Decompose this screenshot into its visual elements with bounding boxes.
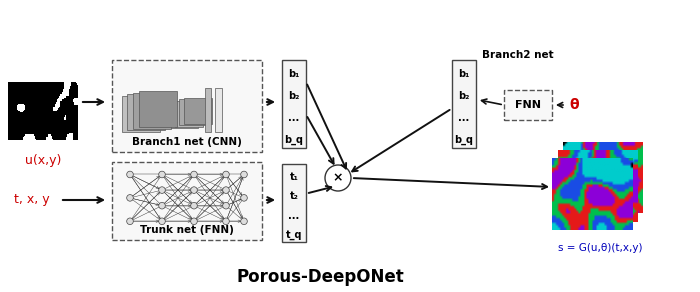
Text: Trunk net (FNN): Trunk net (FNN) (140, 225, 234, 235)
Circle shape (223, 202, 230, 209)
Bar (183, 98, 211, 124)
Text: t, x, y: t, x, y (14, 194, 50, 206)
Circle shape (190, 187, 197, 193)
Circle shape (159, 171, 165, 178)
Circle shape (241, 218, 247, 225)
Bar (205, 88, 211, 132)
Bar (504, 90, 552, 120)
Bar (170, 102, 198, 128)
Circle shape (223, 171, 230, 178)
Text: t₂: t₂ (290, 191, 298, 201)
Bar (112, 60, 262, 152)
Text: ...: ... (458, 113, 470, 123)
Text: ...: ... (288, 211, 300, 221)
Circle shape (223, 187, 230, 193)
Circle shape (190, 171, 197, 178)
Circle shape (159, 187, 165, 193)
Circle shape (325, 165, 351, 191)
Text: b₂: b₂ (288, 91, 300, 101)
Text: FNN: FNN (515, 100, 541, 110)
Bar (122, 96, 160, 132)
Bar (282, 60, 306, 148)
Circle shape (241, 194, 247, 201)
Bar (282, 164, 306, 242)
Circle shape (241, 171, 247, 178)
Circle shape (190, 218, 197, 225)
Bar (139, 91, 176, 127)
Text: b₁: b₁ (288, 69, 300, 79)
Text: b_q: b_q (284, 135, 304, 145)
Circle shape (127, 171, 133, 178)
Text: s = G(u,θ)(t,x,y): s = G(u,θ)(t,x,y) (558, 243, 643, 253)
Bar (215, 88, 221, 132)
Text: ×: × (332, 171, 343, 185)
Text: u(x,y): u(x,y) (25, 154, 61, 167)
Text: b₁: b₁ (458, 69, 470, 79)
Bar (127, 94, 165, 130)
Text: Branch2 net: Branch2 net (482, 50, 554, 60)
Text: Branch1 net (CNN): Branch1 net (CNN) (132, 137, 242, 147)
Text: t₁: t₁ (290, 172, 298, 182)
Circle shape (159, 218, 165, 225)
Text: ...: ... (288, 113, 300, 123)
Bar (179, 99, 207, 125)
Text: b_q: b_q (454, 135, 473, 145)
Circle shape (223, 218, 230, 225)
Circle shape (127, 194, 133, 201)
Text: b₂: b₂ (458, 91, 470, 101)
Circle shape (190, 202, 197, 209)
Bar (112, 162, 262, 240)
Text: Porous-DeepONet: Porous-DeepONet (236, 268, 404, 286)
Circle shape (159, 202, 165, 209)
Bar (452, 60, 476, 148)
Text: t_q: t_q (286, 230, 302, 240)
Text: θ: θ (569, 98, 579, 112)
Circle shape (127, 218, 133, 225)
Bar (174, 101, 202, 127)
Bar (133, 93, 171, 129)
